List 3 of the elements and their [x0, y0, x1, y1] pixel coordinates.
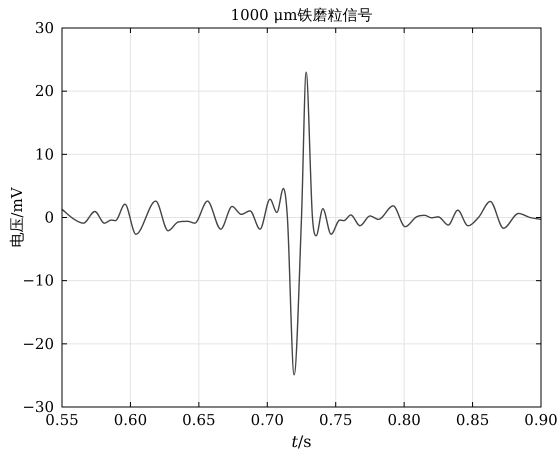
- title: 1000 μm铁磨粒信号: [230, 6, 372, 24]
- ylabel: 电压/mV: [8, 187, 26, 248]
- xlabel: t/s: [291, 432, 312, 451]
